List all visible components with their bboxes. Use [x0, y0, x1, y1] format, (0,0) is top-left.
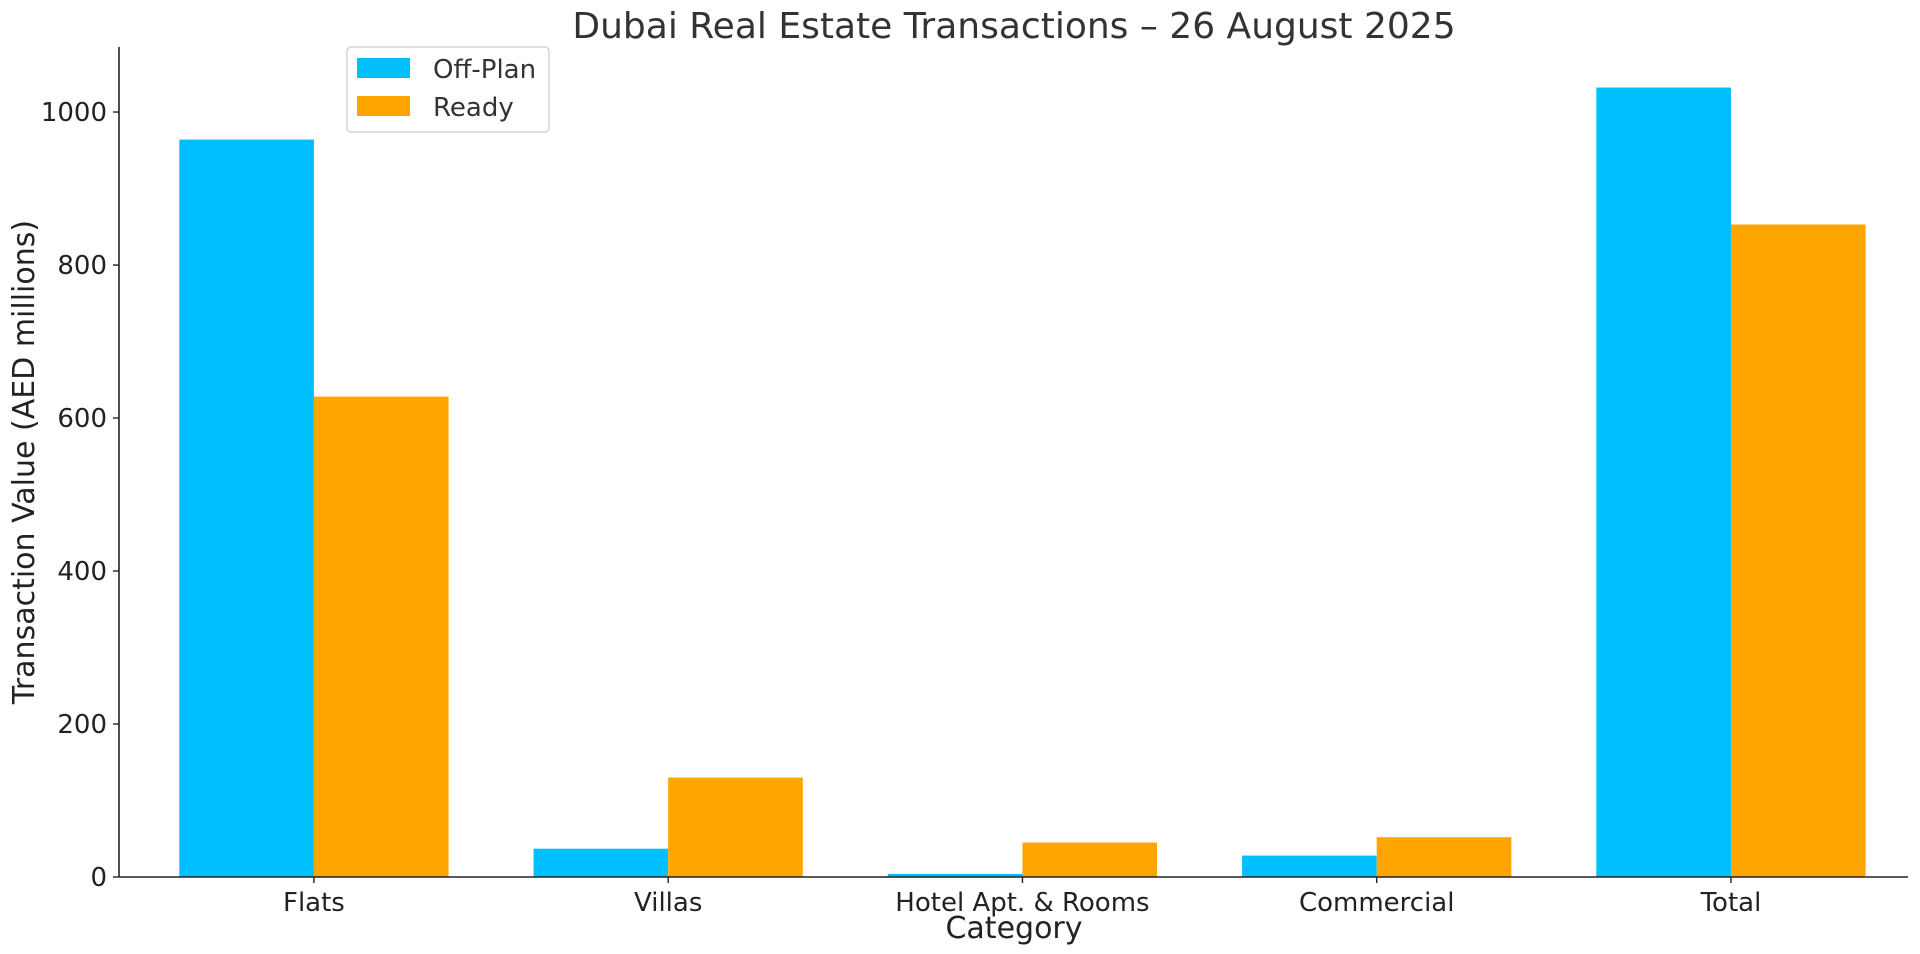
ticks-layer: 0 200 400 600 800 1000 Flats Villas Hotel Apt. &…: [41, 98, 1761, 918]
bar-off-plan-flats: [179, 139, 314, 877]
bar-off-plan-commercial: [1242, 855, 1377, 877]
legend-label-off-plan: Off-Plan: [433, 55, 536, 85]
x-tick-label: Hotel Apt. & Rooms: [895, 888, 1149, 918]
bar-ready-commercial: [1376, 837, 1512, 877]
legend-swatch-ready: [357, 96, 410, 116]
bar-ready-villas: [668, 777, 803, 877]
bar-ready-flats: [313, 396, 449, 877]
legend-label-ready: Ready: [433, 93, 514, 123]
bar-off-plan-villas: [533, 848, 669, 877]
bar-ready-hotel-apt-rooms: [1022, 842, 1158, 877]
y-tick-label: 600: [57, 404, 107, 434]
x-tick-label: Total: [1700, 888, 1762, 918]
x-tick-label: Commercial: [1299, 888, 1455, 918]
legend-swatch-off-plan: [357, 58, 410, 78]
bar-off-plan-hotel-apt-rooms: [887, 873, 1023, 877]
y-tick-label: 800: [57, 251, 107, 281]
y-axis-label: Transaction Value (AED millions): [7, 220, 42, 705]
bar-off-plan-total: [1596, 87, 1731, 878]
x-tick-label: Villas: [634, 888, 702, 918]
legend: Off-Plan Ready: [346, 46, 550, 133]
axes-layer: [118, 47, 1908, 878]
chart-title: Dubai Real Estate Transactions – 26 Augu…: [572, 6, 1455, 47]
y-tick-label: 0: [90, 863, 107, 893]
y-tick-label: 1000: [41, 98, 107, 128]
y-tick-label: 400: [57, 557, 107, 587]
x-tick-label: Flats: [283, 888, 345, 918]
x-axis-label: Category: [945, 911, 1082, 946]
bar-ready-total: [1730, 224, 1866, 878]
bars-layer: [179, 87, 1866, 878]
y-tick-label: 200: [57, 710, 107, 740]
